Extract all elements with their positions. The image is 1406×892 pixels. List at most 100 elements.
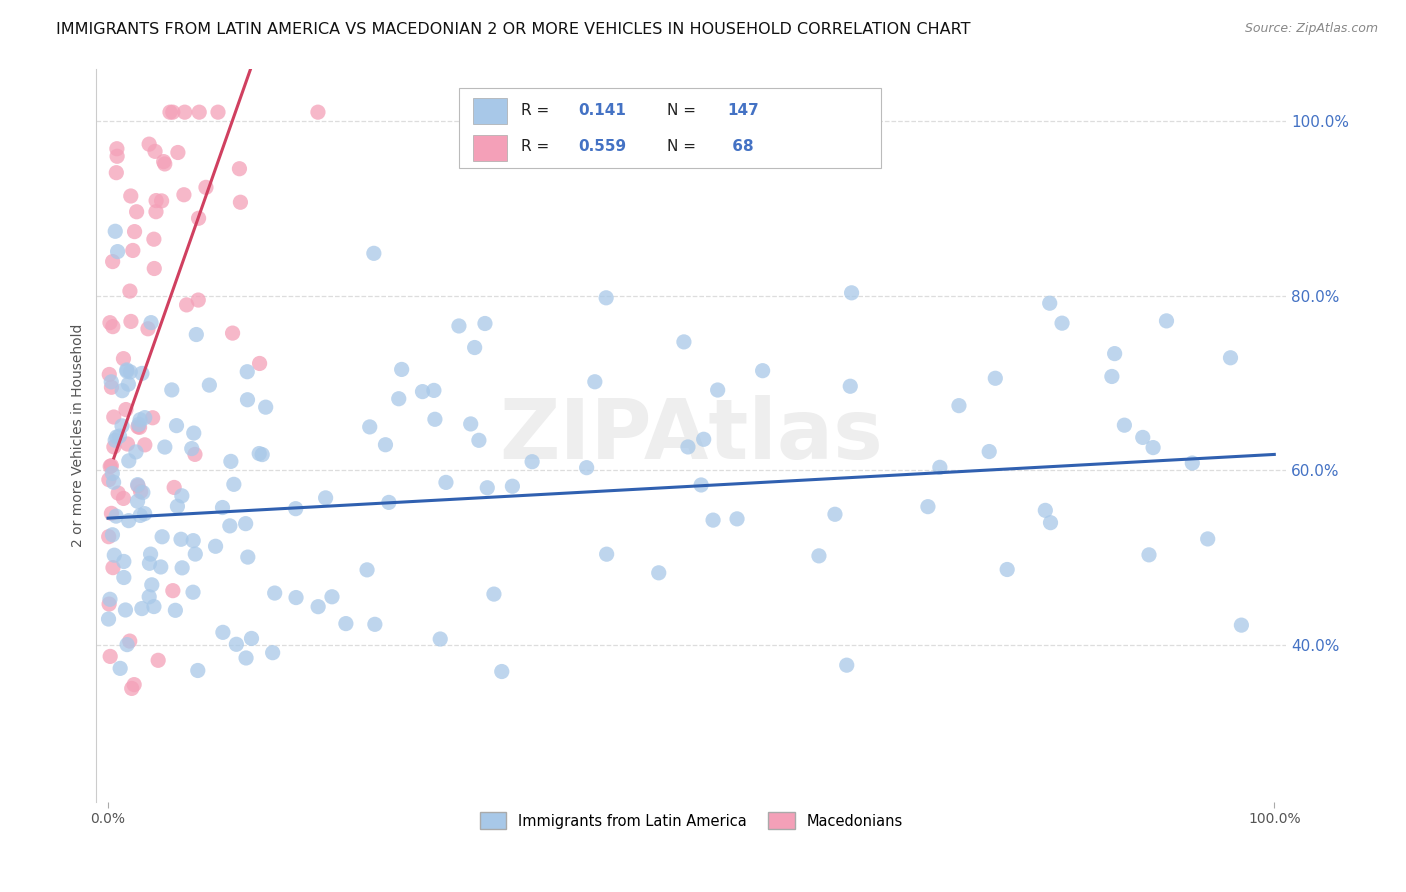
Point	[751, 364, 773, 378]
Point	[125, 445, 148, 459]
Point	[170, 533, 193, 547]
Point	[187, 211, 209, 226]
Point	[315, 491, 337, 505]
Text: ZIPAtlas: ZIPAtlas	[499, 395, 883, 475]
Point	[143, 261, 166, 276]
Point	[97, 612, 120, 626]
Point	[181, 585, 204, 599]
Point	[101, 319, 124, 334]
Point	[129, 508, 152, 523]
Point	[100, 380, 122, 394]
Point	[1219, 351, 1241, 365]
Y-axis label: 2 or more Vehicles in Household: 2 or more Vehicles in Household	[72, 324, 86, 547]
Point	[204, 539, 226, 553]
Point	[262, 646, 284, 660]
Point	[153, 440, 176, 454]
Point	[378, 495, 401, 509]
Point	[1181, 456, 1204, 470]
Point	[236, 550, 259, 565]
Point	[98, 597, 121, 611]
Point	[134, 507, 156, 521]
Point	[250, 448, 273, 462]
Point	[359, 420, 381, 434]
Point	[170, 489, 193, 503]
Point	[725, 512, 748, 526]
Point	[145, 204, 167, 219]
Point	[692, 432, 714, 446]
Point	[184, 547, 207, 561]
Point	[240, 632, 263, 646]
Point	[447, 318, 470, 333]
Point	[235, 516, 257, 531]
Point	[423, 412, 446, 426]
Text: N =: N =	[668, 139, 702, 154]
Point	[263, 586, 285, 600]
Point	[434, 475, 457, 490]
Point	[121, 681, 143, 696]
Point	[187, 664, 209, 678]
Point	[186, 327, 208, 342]
FancyBboxPatch shape	[474, 97, 506, 124]
Point	[104, 224, 127, 238]
Point	[477, 481, 499, 495]
Point	[142, 599, 165, 614]
Point	[165, 603, 187, 617]
Point	[648, 566, 671, 580]
Point	[335, 616, 357, 631]
Point	[112, 570, 135, 584]
Point	[194, 180, 217, 194]
Point	[108, 661, 131, 675]
Legend: Immigrants from Latin America, Macedonians: Immigrants from Latin America, Macedonia…	[474, 806, 908, 835]
Point	[107, 244, 129, 259]
Text: N =: N =	[668, 103, 702, 118]
Text: 147: 147	[727, 103, 759, 118]
Point	[101, 254, 124, 268]
Point	[103, 475, 125, 490]
Point	[121, 244, 143, 258]
Point	[129, 484, 152, 499]
Point	[236, 365, 259, 379]
Point	[127, 494, 149, 508]
Point	[307, 599, 329, 614]
Point	[1197, 532, 1219, 546]
Point	[173, 187, 195, 202]
Point	[97, 530, 120, 544]
Point	[474, 317, 496, 331]
Text: 0.559: 0.559	[578, 139, 626, 154]
Point	[575, 460, 598, 475]
Point	[917, 500, 939, 514]
Point	[995, 562, 1018, 576]
Point	[1050, 316, 1073, 330]
Point	[114, 603, 136, 617]
Point	[98, 592, 121, 607]
Point	[107, 486, 129, 500]
Point	[690, 478, 713, 492]
Point	[166, 500, 188, 514]
Point	[321, 590, 343, 604]
Point	[132, 485, 155, 500]
Point	[176, 298, 198, 312]
Point	[1142, 441, 1164, 455]
Point	[839, 379, 862, 393]
Text: Source: ZipAtlas.com: Source: ZipAtlas.com	[1244, 22, 1378, 36]
Point	[128, 420, 150, 434]
Point	[1104, 346, 1126, 360]
Point	[207, 105, 229, 120]
Point	[374, 438, 396, 452]
Point	[118, 454, 141, 468]
Point	[1039, 516, 1062, 530]
Point	[364, 617, 387, 632]
Point	[285, 591, 308, 605]
Point	[501, 479, 523, 493]
Point	[363, 246, 385, 260]
Point	[229, 195, 252, 210]
Point	[129, 412, 152, 426]
Point	[139, 547, 162, 561]
Text: IMMIGRANTS FROM LATIN AMERICA VS MACEDONIAN 2 OR MORE VEHICLES IN HOUSEHOLD CORR: IMMIGRANTS FROM LATIN AMERICA VS MACEDON…	[56, 22, 970, 37]
Point	[150, 194, 173, 208]
Point	[138, 590, 160, 604]
Point	[676, 440, 699, 454]
Point	[1230, 618, 1253, 632]
Point	[131, 367, 153, 381]
Point	[254, 400, 277, 414]
